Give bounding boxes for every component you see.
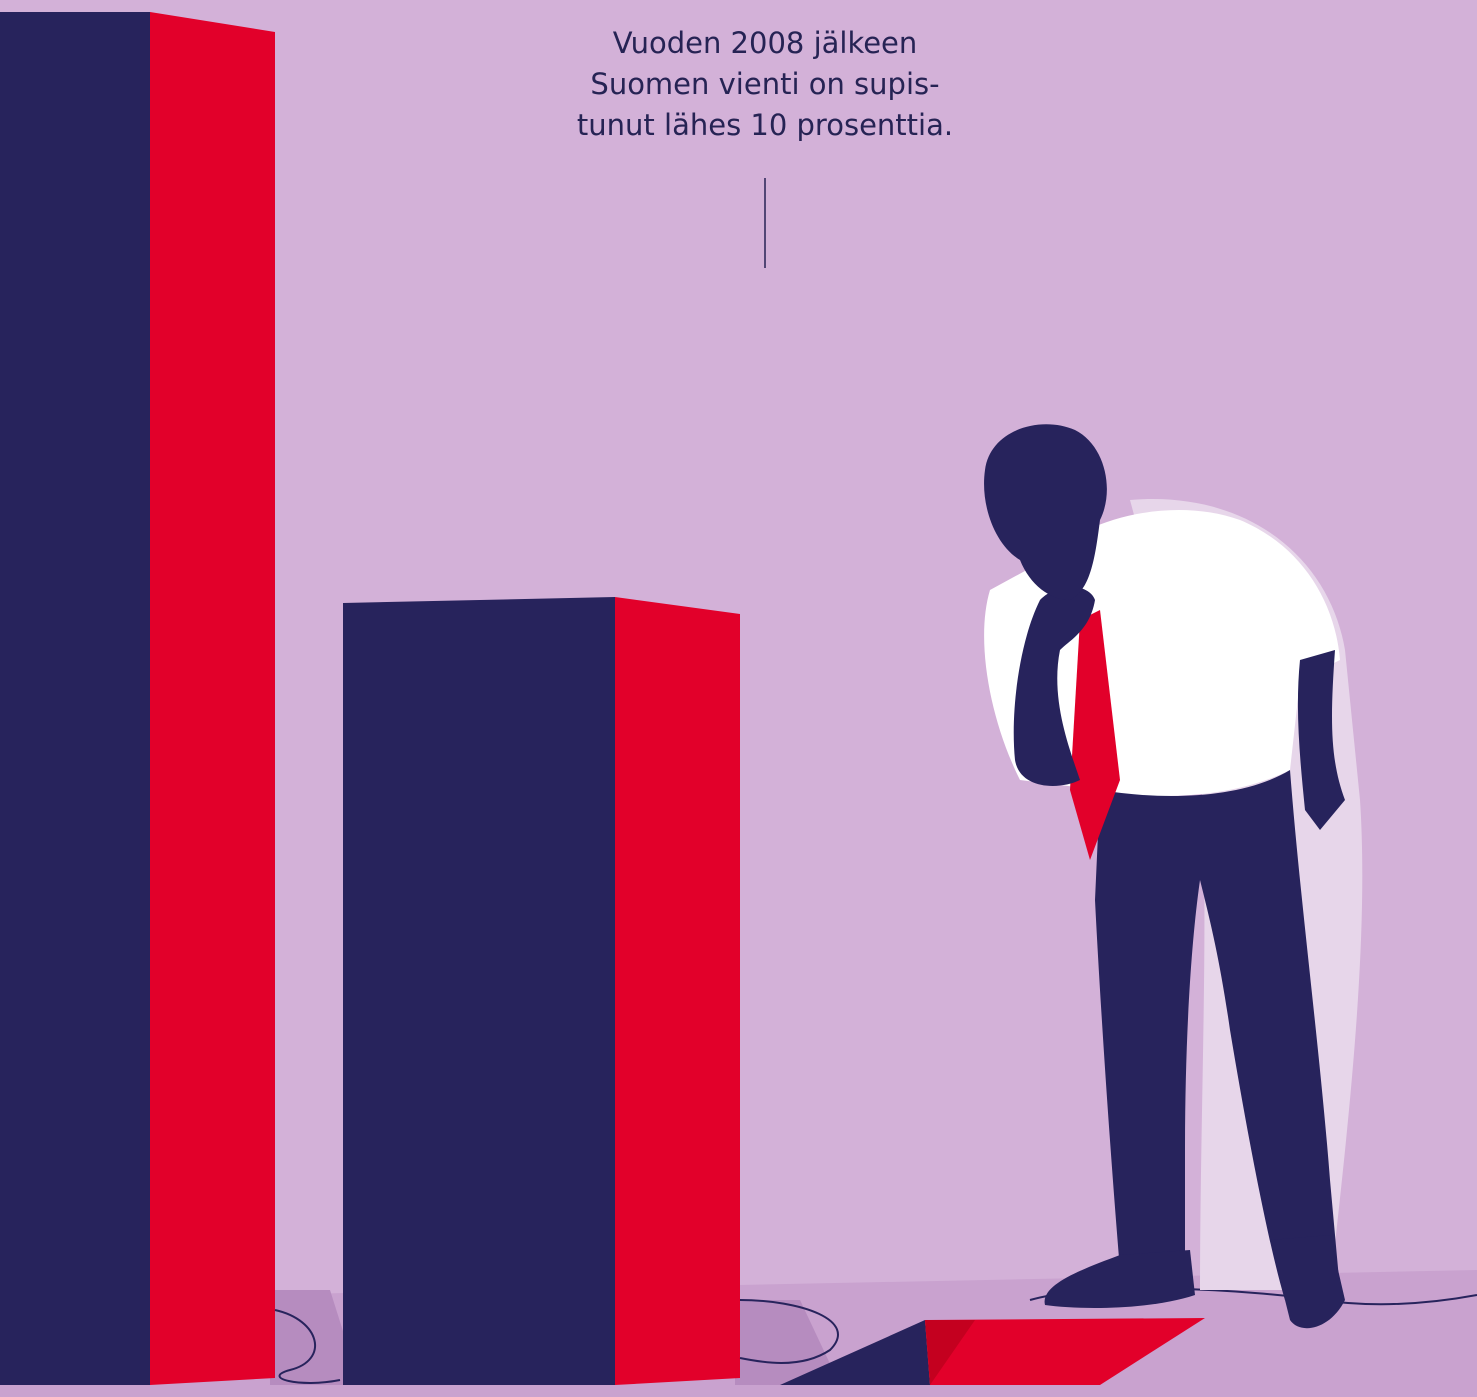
man-arm [1013, 586, 1095, 786]
bar-front [0, 12, 150, 1385]
man-shoe [1270, 1235, 1345, 1329]
bar-side [615, 597, 740, 1385]
man-tie [1070, 610, 1120, 860]
caption-line: Suomen vienti on supis- [590, 67, 939, 101]
shadow [270, 1290, 360, 1385]
caption-line: tunut lähes 10 prosenttia. [577, 108, 953, 142]
bar-sunken [780, 1320, 930, 1385]
cable [739, 1299, 839, 1364]
man-shoe [1044, 1250, 1195, 1308]
man-head [984, 424, 1107, 600]
bar-sunken-shade [925, 1320, 975, 1385]
bar-front [343, 597, 615, 1385]
caption-line: Vuoden 2008 jälkeen [613, 26, 918, 60]
shadow [735, 1300, 840, 1385]
cable [274, 1309, 341, 1384]
bar-side [150, 12, 275, 1385]
bar-sunken [925, 1318, 1205, 1385]
man-pants [1095, 770, 1340, 1300]
man-arm [1297, 650, 1345, 830]
